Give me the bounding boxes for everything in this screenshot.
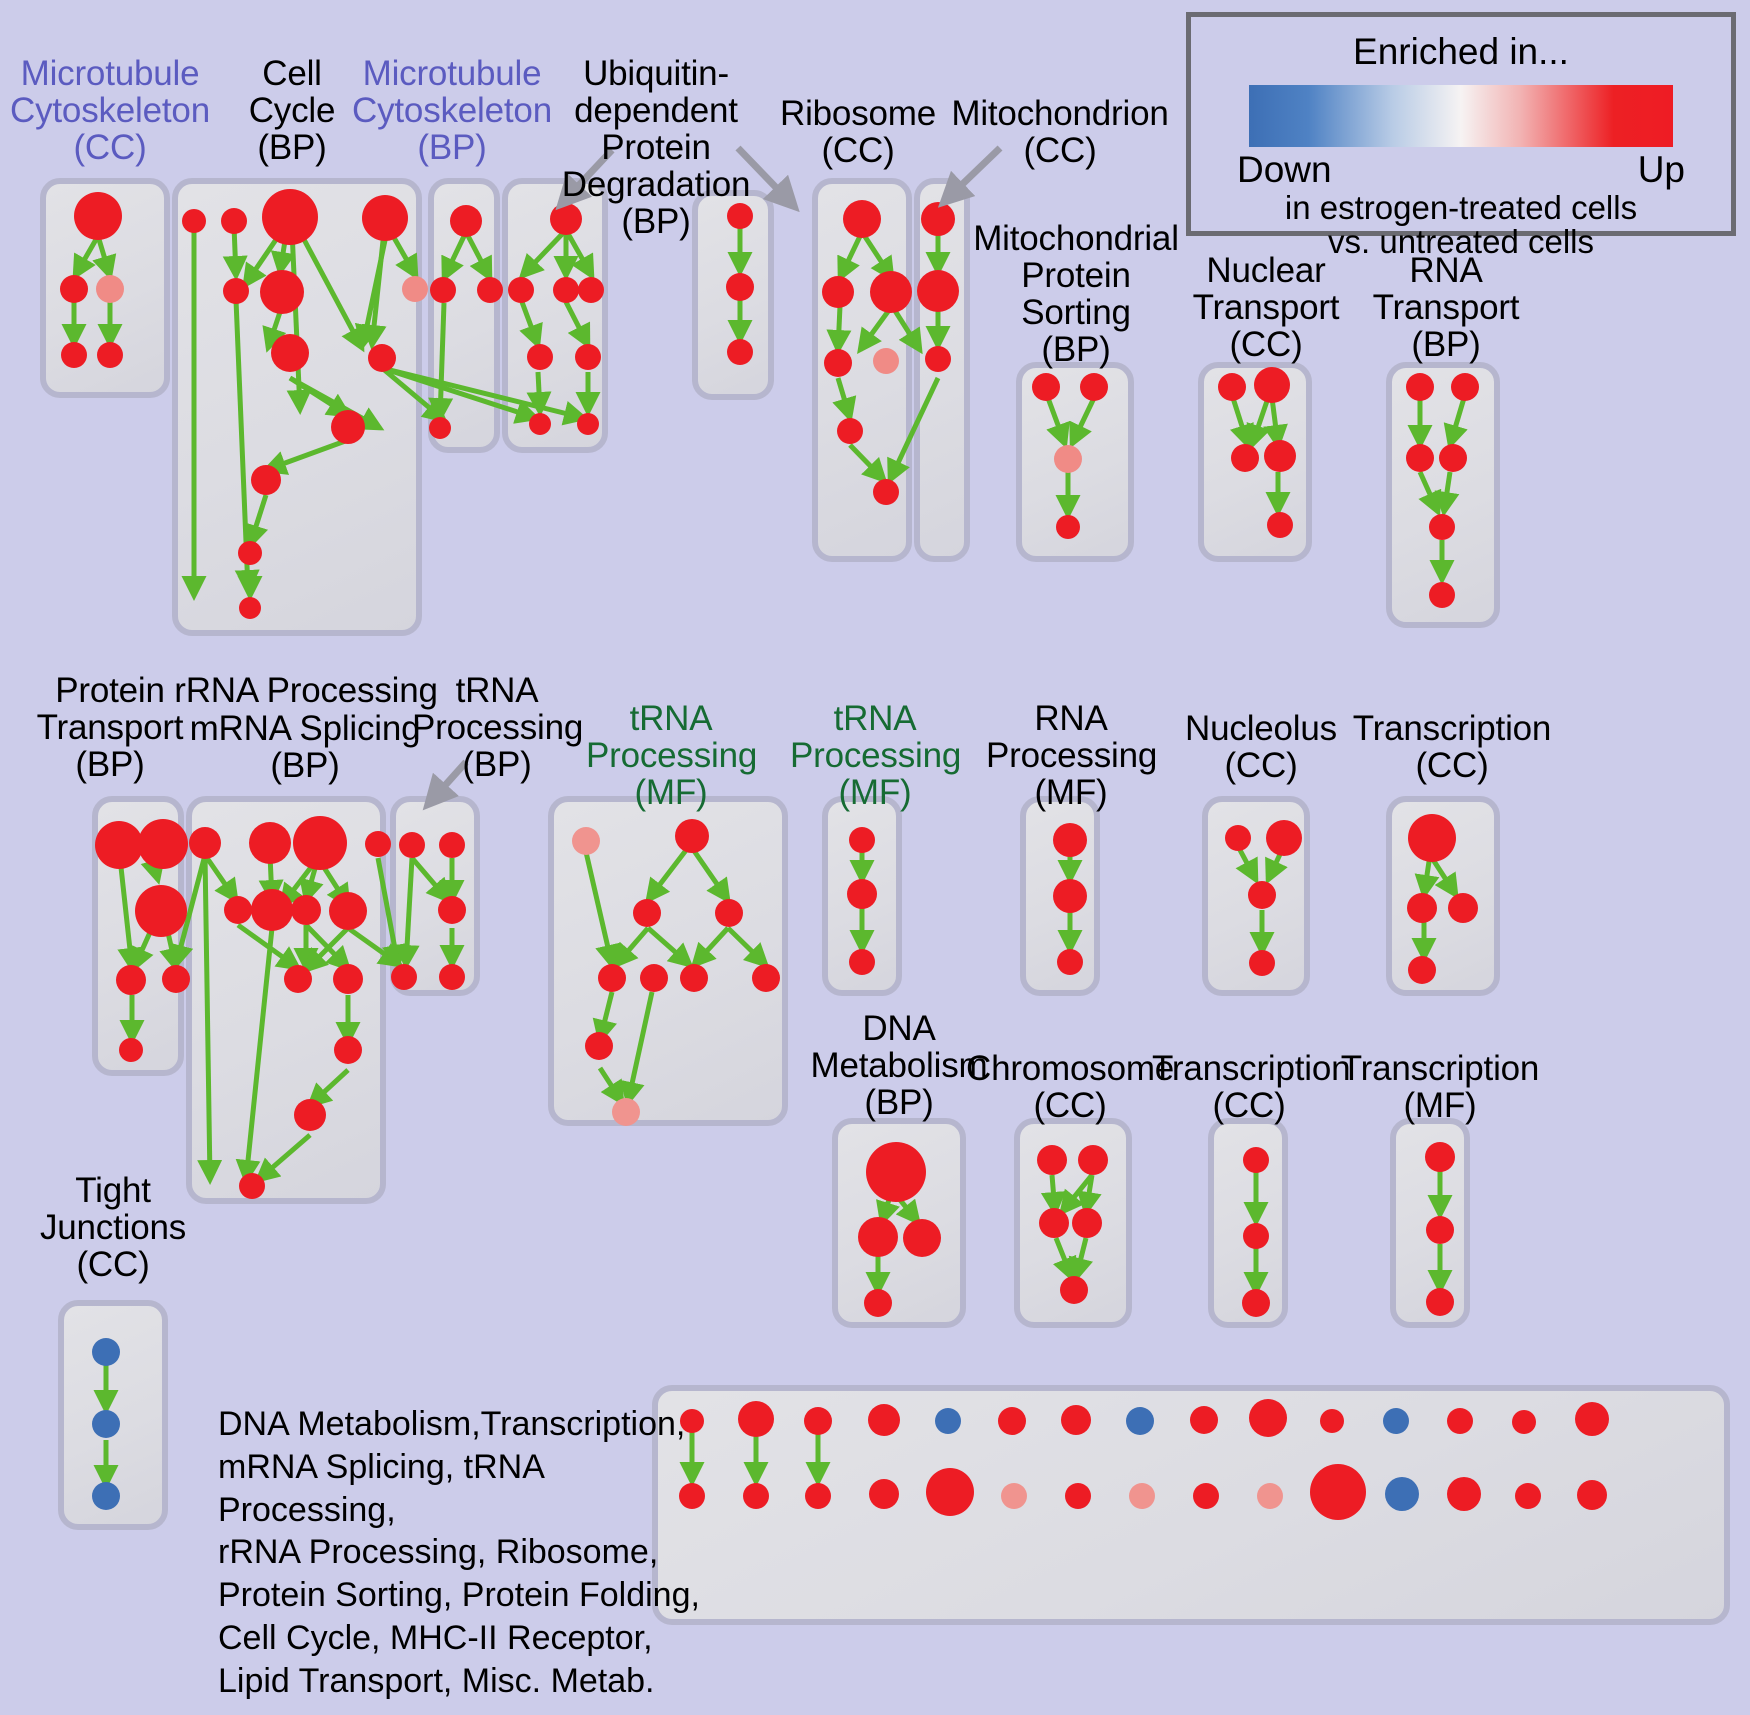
cluster-box-tight-junctions-cc	[58, 1300, 168, 1530]
label-transcription-mf: Transcription (MF)	[1340, 1049, 1540, 1126]
label-nuclear-transport-cc: Nuclear Transport (CC)	[1192, 251, 1340, 365]
cluster-box-trna-processing-bp	[390, 796, 480, 996]
label-dna-metabolism-bp: DNA Metabolism (BP)	[810, 1009, 988, 1123]
label-chromosome-cc: Chromosome (CC)	[966, 1049, 1175, 1126]
cluster-box-rrna-mrna-splicing-bp	[186, 796, 386, 1204]
label-rrna-processing: rRNA Processing	[174, 671, 438, 710]
cluster-box-chromosome-cc	[1014, 1118, 1132, 1328]
label-transcription-cc-2: Transcription (CC)	[1152, 1049, 1351, 1126]
label-trna-processing-mf-1: tRNA Processing (MF)	[586, 699, 758, 813]
legend-up-label: Up	[1637, 149, 1685, 190]
cluster-box-transcription-cc-2	[1208, 1118, 1288, 1328]
misc-category-list: DNA Metabolism,Transcription, mRNA Splic…	[218, 1405, 700, 1700]
label-nucleolus-cc: Nucleolus (CC)	[1185, 709, 1337, 786]
label-rna-transport-bp: RNA Transport (BP)	[1372, 251, 1520, 365]
cluster-box-ribosome-cc	[812, 178, 912, 562]
legend-down-label: Down	[1237, 149, 1332, 190]
label-microtubule-cytoskeleton-bp: Microtubule Cytoskeleton (BP)	[352, 54, 552, 168]
cluster-box-dna-metabolism-bp	[832, 1118, 966, 1328]
label-trna-processing-mf-2: tRNA Processing (MF)	[790, 699, 962, 813]
legend-title: Enriched in...	[1353, 31, 1569, 72]
cluster-box-protein-transport-bp	[92, 796, 184, 1076]
cluster-box-nucleolus-cc	[1202, 796, 1310, 996]
label-transcription-cc-1: Transcription (CC)	[1352, 709, 1552, 786]
cluster-box-microtubule-cytoskeleton-cc	[40, 178, 170, 398]
cluster-box-rna-transport-bp	[1386, 362, 1500, 628]
cluster-box-trna-processing-mf-chain	[822, 796, 902, 996]
cluster-box-transcription-cc-1	[1386, 796, 1500, 996]
label-cell-cycle-bp: Cell Cycle (BP)	[248, 54, 336, 168]
legend-subtitle-line2: vs. untreated cells	[1328, 223, 1594, 261]
legend-color-bar	[1249, 85, 1673, 147]
label-mitochondrion-cc: Mitochondrion (CC)	[951, 94, 1169, 171]
label-tight-junctions-cc: Tight Junctions (CC)	[39, 1171, 187, 1285]
label-mitochondrial-protein-sorting-bp: Mitochondrial Protein Sorting (BP)	[973, 219, 1179, 370]
label-protein-transport-bp: Protein Transport (BP)	[36, 671, 184, 785]
cluster-box-trna-processing-mf-large	[548, 796, 788, 1126]
cluster-box-transcription-mf	[1390, 1118, 1470, 1328]
cluster-box-mitochondrial-protein-sorting-bp	[1016, 362, 1134, 562]
label-mrna-splicing-bp: mRNA Splicing (BP)	[189, 709, 421, 786]
label-rna-processing-mf: RNA Processing (MF)	[986, 699, 1158, 813]
label-microtubule-cytoskeleton-cc: Microtubule Cytoskeleton (CC)	[10, 54, 210, 168]
cluster-box-nuclear-transport-cc	[1198, 362, 1312, 562]
cluster-box-misc-singletons	[652, 1385, 1730, 1625]
cluster-box-mitochondrion-cc	[914, 178, 970, 562]
legend-panel: Enriched in... Down Up in estrogen-treat…	[1186, 12, 1736, 259]
label-trna-processing-bp: tRNA Processing (BP)	[412, 671, 584, 785]
legend-subtitle-line1: in estrogen-treated cells	[1284, 189, 1638, 226]
cluster-box-cell-cycle-bp	[172, 178, 422, 636]
cluster-box-rna-processing-mf	[1020, 796, 1100, 996]
label-ribosome-cc: Ribosome (CC)	[780, 94, 936, 171]
cluster-box-microtubule-cytoskeleton-bp	[428, 178, 500, 453]
label-ubiquitin-dependent-protein-degradation-bp: Ubiquitin- dependent Protein Degradation…	[561, 54, 751, 242]
